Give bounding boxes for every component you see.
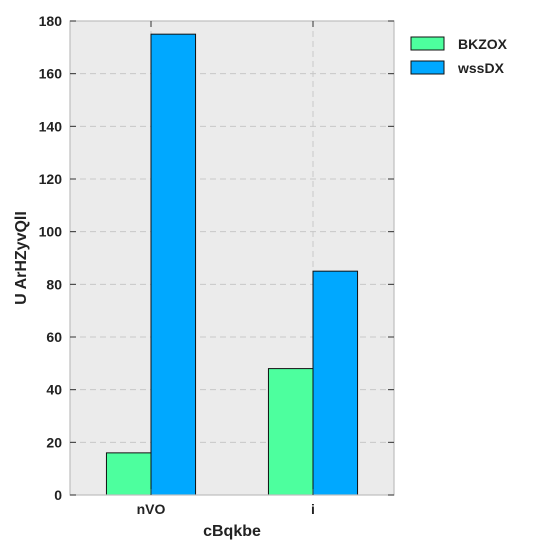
x-tick-label: nVO xyxy=(137,501,166,517)
plot-frame xyxy=(69,20,395,496)
y-tick-label: 20 xyxy=(46,434,62,450)
x-axis: nVO i xyxy=(137,21,315,517)
y-tick-label: 40 xyxy=(46,382,62,398)
bar xyxy=(150,33,197,496)
legend-swatch xyxy=(410,36,445,51)
bars xyxy=(105,33,359,496)
y-tick-label: 100 xyxy=(39,224,63,240)
y-tick-label: 120 xyxy=(39,171,63,187)
y-tick-label: 140 xyxy=(39,118,63,134)
y-axis-title: U ArHZyvQlI xyxy=(13,211,30,305)
bar xyxy=(312,270,359,496)
y-tick-label: 80 xyxy=(46,276,62,292)
legend-label: wssDX xyxy=(457,60,505,76)
legend-label: BKZOX xyxy=(458,36,508,52)
y-axis: 0 20 40 60 80 100 120 140 160 180 xyxy=(39,13,394,503)
bar xyxy=(105,452,152,496)
legend: BKZOX wssDX xyxy=(410,36,508,76)
y-tick-label: 180 xyxy=(39,13,63,29)
legend-swatch xyxy=(410,60,445,75)
x-axis-title: cBqkbe xyxy=(203,523,261,540)
y-tick-label: 60 xyxy=(46,329,62,345)
y-tick-label: 160 xyxy=(39,66,63,82)
y-tick-label: 0 xyxy=(54,487,62,503)
x-tick-label: i xyxy=(311,501,315,517)
bar xyxy=(267,368,314,496)
